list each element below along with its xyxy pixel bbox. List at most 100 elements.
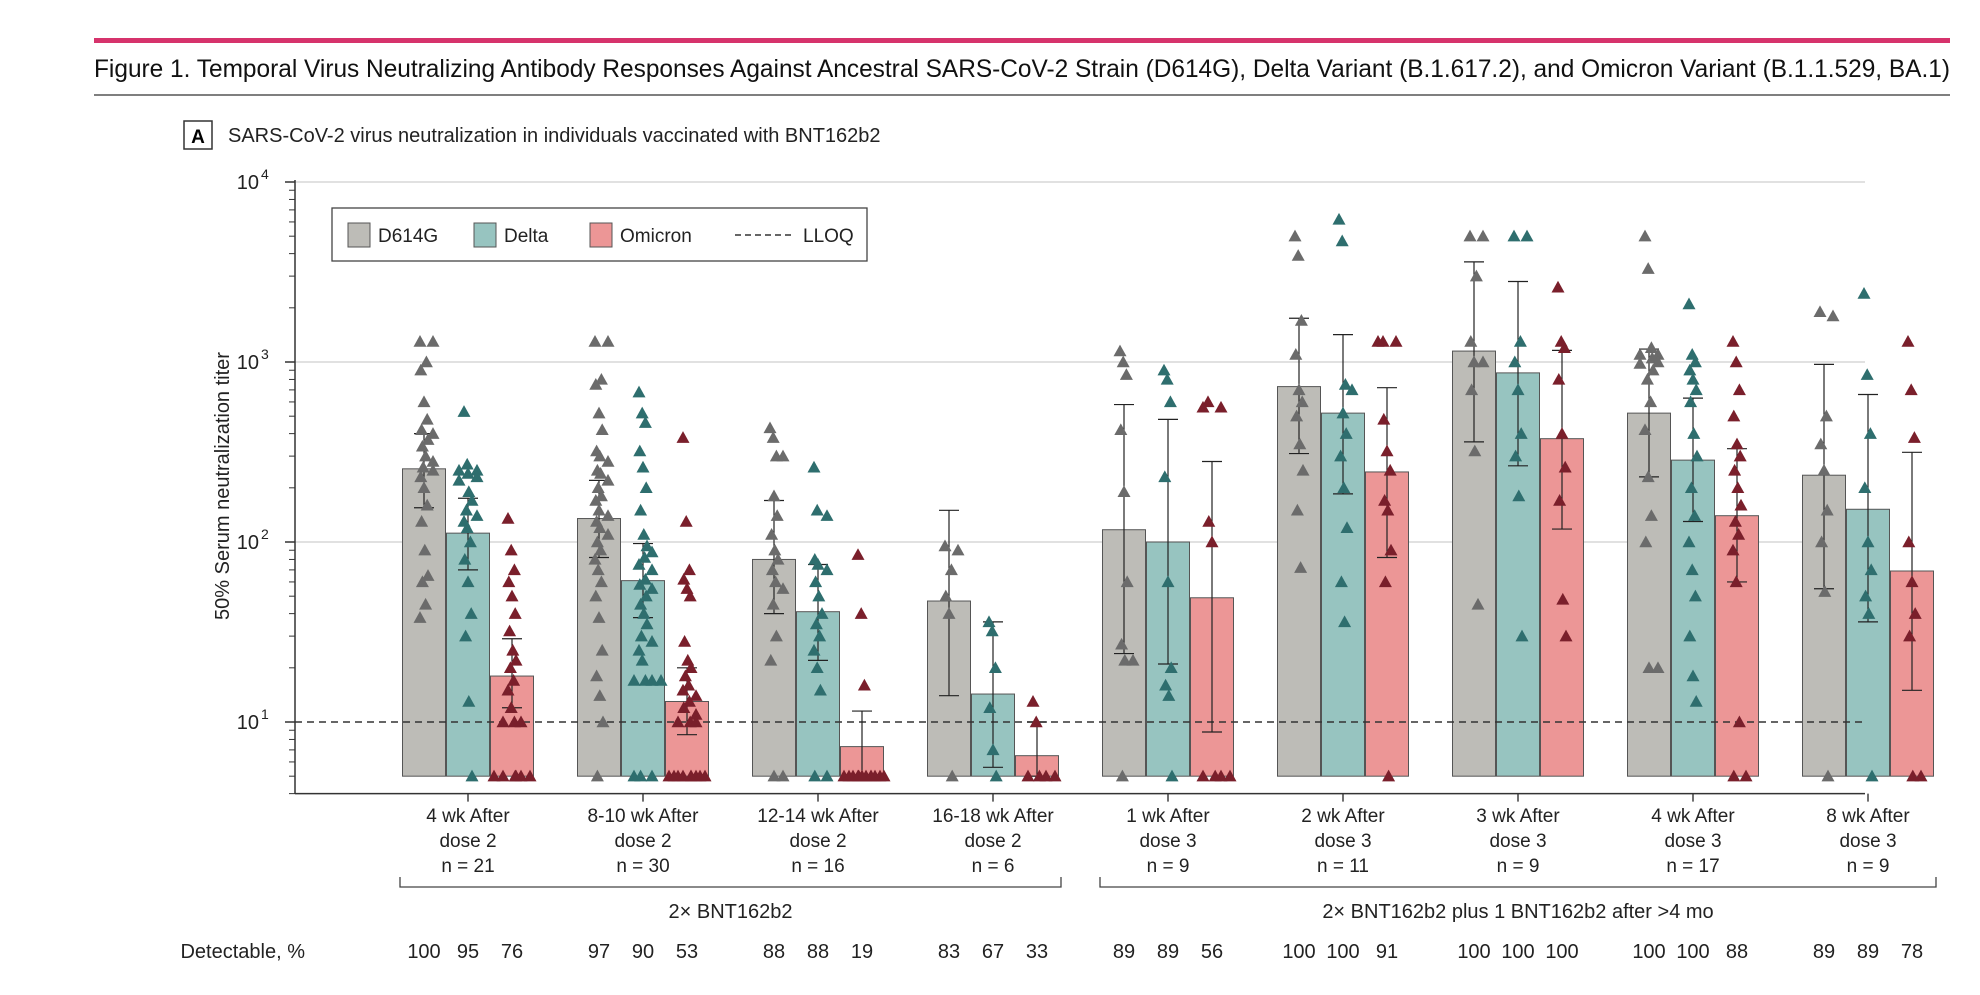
data-point-cat2-s0: [596, 715, 610, 728]
data-point-cat2-s0: [591, 563, 605, 576]
detectable-value-cat4-s0: 83: [938, 941, 960, 963]
category-label-line3: n = 6: [972, 856, 1015, 877]
data-point-cat1-s0: [426, 455, 440, 467]
detectable-value-cat7-s1: 100: [1501, 941, 1534, 963]
legend-label-d614g: D614G: [378, 226, 438, 247]
data-point-cat7-s0: [1463, 229, 1477, 242]
y-tick-label: 10: [237, 352, 259, 374]
data-point-cat1-s0: [415, 423, 429, 436]
data-point-cat2-s2: [676, 431, 690, 443]
data-point-cat7-s0: [1464, 334, 1478, 347]
data-point-cat2-s0: [593, 689, 607, 701]
data-point-cat8-s1: [1686, 669, 1700, 682]
detectable-value-cat3-s0: 88: [763, 941, 785, 963]
data-point-cat5-s0: [1126, 653, 1140, 666]
detectable-value-cat3-s1: 88: [807, 941, 829, 963]
data-point-cat2-s1: [633, 444, 647, 457]
data-point-cat3-s1: [815, 607, 829, 619]
category-label-line3: n = 9: [1147, 856, 1190, 877]
data-point-cat8-s1: [1684, 481, 1698, 494]
detectable-value-cat2-s1: 90: [632, 941, 654, 963]
data-point-cat3-s0: [763, 421, 777, 434]
data-point-cat5-s0: [1119, 368, 1133, 380]
data-point-cat2-s1: [645, 769, 659, 782]
data-point-cat8-s0: [1638, 423, 1652, 436]
data-point-cat8-s1: [1684, 395, 1698, 408]
data-point-cat5-s0: [1113, 344, 1127, 357]
data-point-cat3-s1: [811, 557, 825, 570]
data-point-cat9-s0: [1826, 309, 1840, 322]
data-point-cat5-s2: [1223, 769, 1237, 782]
error-bars: [414, 261, 1922, 777]
group-bracket-1: [399, 877, 1062, 888]
data-point-cat7-s2: [1552, 372, 1566, 385]
legend: D614G Delta Omicron LLOQ: [331, 207, 868, 262]
data-point-cat3-s1: [810, 503, 824, 516]
data-point-cat8-s2: [1730, 437, 1744, 450]
data-point-cat2-s0: [592, 611, 606, 623]
category-label-line2: dose 3: [1839, 831, 1896, 852]
data-point-cat9-s1: [1864, 563, 1878, 576]
category-label-line2: dose 3: [1489, 831, 1546, 852]
data-point-cat8-s0: [1640, 372, 1654, 385]
data-point-cat8-s2: [1726, 334, 1740, 347]
data-point-cat2-s1: [645, 582, 659, 594]
data-point-cat3-s0: [766, 431, 780, 443]
data-point-cat8-s0: [1651, 355, 1665, 368]
legend-label-lloq: LLOQ: [803, 226, 854, 247]
data-point-cat5-s1: [1158, 470, 1172, 483]
data-point-cat6-s0: [1294, 561, 1308, 573]
data-point-cat4-s1: [988, 661, 1002, 674]
data-point-cat3-s0: [776, 769, 790, 782]
data-point-cat5-s2: [1196, 769, 1210, 782]
detectable-value-cat3-s2: 19: [851, 941, 873, 963]
data-point-cat7-s0: [1467, 355, 1481, 368]
data-point-cat9-s2: [1908, 607, 1922, 619]
category-label-line3: n = 17: [1666, 856, 1719, 877]
data-point-cat7-s1: [1520, 229, 1534, 242]
data-point-cat5-s1: [1157, 363, 1171, 376]
data-point-cat1-s0: [418, 543, 432, 556]
data-point-cat6-s1: [1336, 406, 1350, 419]
y-tick-label: 10: [237, 172, 259, 194]
data-point-cat8-s2: [1732, 383, 1746, 396]
category-label-line2: dose 3: [1314, 831, 1371, 852]
data-point-cat9-s0: [1815, 535, 1829, 548]
error-bar-cat4-s0: [939, 509, 959, 697]
data-point-cat1-s1: [462, 485, 476, 498]
data-point-cat2-s0: [601, 509, 615, 521]
legend-label-omicron: Omicron: [620, 226, 692, 247]
data-point-cat1-s0: [426, 334, 440, 347]
data-point-cat6-s1: [1335, 234, 1349, 247]
data-point-cat7-s0: [1476, 229, 1490, 242]
data-point-cat8-s0: [1641, 470, 1655, 483]
data-point-cat7-s2: [1553, 494, 1567, 506]
data-point-cat4-s2: [1039, 769, 1053, 782]
detectable-value-cat4-s2: 33: [1026, 941, 1048, 963]
data-point-cat8-s1: [1683, 363, 1697, 376]
data-point-cat3-s1: [809, 575, 823, 588]
data-point-cat2-s0: [595, 423, 609, 436]
data-point-cat2-s2: [689, 708, 703, 720]
data-point-cat2-s1: [640, 617, 654, 630]
data-point-cat2-s0: [589, 377, 603, 390]
data-point-cat1-s1: [461, 467, 475, 479]
detectable-row-label: Detectable, %: [180, 941, 305, 963]
data-point-cat4-s1: [983, 701, 997, 713]
detectable-value-cat8-s0: 100: [1632, 941, 1665, 963]
data-point-cat3-s0: [771, 552, 785, 565]
data-point-cat8-s2: [1726, 543, 1740, 556]
category-label-line1: 8 wk After: [1826, 806, 1910, 827]
data-point-cat2-s2: [676, 769, 690, 782]
data-point-cat6-s1: [1340, 521, 1354, 533]
data-point-cat2-s1: [639, 481, 653, 494]
category-label-line2: dose 3: [1139, 831, 1196, 852]
data-point-cat3-s1: [813, 683, 827, 696]
data-point-cat6-s2: [1378, 575, 1392, 588]
data-point-cat1-s2: [496, 715, 510, 728]
data-point-cat6-s0: [1289, 348, 1303, 360]
data-point-cat1-s0: [415, 439, 429, 452]
data-point-cat5-s2: [1214, 769, 1228, 782]
data-point-cat2-s0: [595, 643, 609, 656]
data-point-cat3-s0: [767, 489, 781, 502]
